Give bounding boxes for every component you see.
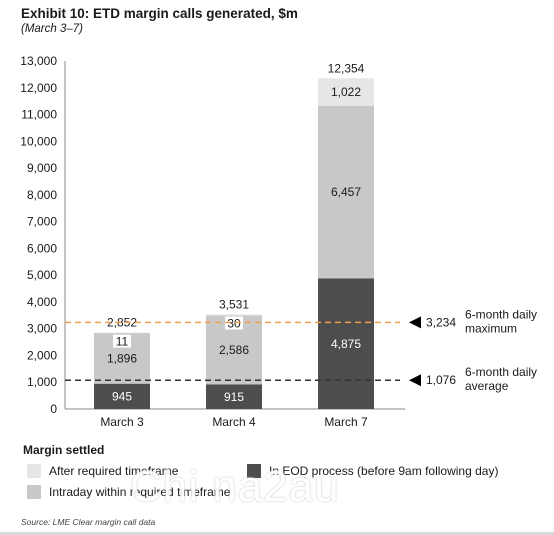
data-label: 1,022 bbox=[331, 85, 361, 99]
data-label: 1,896 bbox=[107, 351, 137, 365]
stacked-bar-chart: 0 1,000 2,000 3,000 4,000 5,000 6,000 7,000 8,00… bbox=[20, 54, 537, 429]
y-tick-label: 5,000 bbox=[27, 268, 57, 282]
legend-swatch-after-timeframe bbox=[27, 464, 41, 478]
y-tick-label: 3,000 bbox=[27, 322, 57, 336]
legend-label-after-timeframe: After required timeframe bbox=[49, 464, 179, 478]
data-label: 4,875 bbox=[331, 337, 361, 351]
reference-description-label: 6-month daily bbox=[465, 365, 537, 379]
reference-marker-arrow bbox=[409, 316, 421, 329]
total-label: 2,852 bbox=[107, 316, 137, 330]
watermark: Chi na2au bbox=[130, 462, 340, 511]
legend-label-eod: In EOD process (before 9am following day… bbox=[269, 464, 499, 478]
data-label: 30 bbox=[227, 316, 241, 330]
reference-description-label: 6-month daily bbox=[465, 307, 537, 321]
source-note: Source: LME Clear margin call data bbox=[21, 517, 156, 527]
x-tick-label: March 4 bbox=[212, 415, 256, 429]
chart-title: Exhibit 10: ETD margin calls generated, … bbox=[21, 6, 298, 21]
y-tick-label: 4,000 bbox=[27, 295, 57, 309]
bar-segment-after-timeframe bbox=[318, 78, 374, 106]
x-tick-label: March 7 bbox=[324, 415, 368, 429]
y-tick-label: 1,000 bbox=[27, 375, 57, 389]
bar-segment-intraday bbox=[318, 105, 374, 279]
legend-swatch-eod bbox=[247, 464, 261, 478]
legend-item-eod: In EOD process (before 9am following day… bbox=[247, 464, 498, 478]
bar-segment-after-timeframe bbox=[206, 314, 262, 316]
data-label-bg bbox=[225, 316, 243, 330]
y-tick-label: 10,000 bbox=[20, 134, 57, 148]
data-label-bg bbox=[113, 334, 131, 348]
reference-marker-arrow bbox=[409, 374, 421, 387]
y-tick-label: 2,000 bbox=[27, 348, 57, 362]
total-label: 12,354 bbox=[328, 61, 365, 75]
legend-swatch-intraday bbox=[27, 485, 41, 499]
bar-segment-eod bbox=[206, 384, 262, 409]
data-label: 2,586 bbox=[219, 343, 249, 357]
total-label: 3,531 bbox=[219, 297, 249, 311]
legend-item-intraday: Intraday within required timeframe bbox=[27, 485, 230, 499]
legend-item-after-timeframe: After required timeframe bbox=[27, 464, 178, 478]
y-tick-label: 0 bbox=[50, 402, 57, 416]
bar-segment-eod bbox=[318, 278, 374, 409]
reference-description-label: maximum bbox=[465, 321, 517, 335]
legend-label-intraday: Intraday within required timeframe bbox=[49, 485, 231, 499]
y-tick-label: 6,000 bbox=[27, 241, 57, 255]
y-tick-label: 11,000 bbox=[21, 108, 57, 122]
reference-value-label: 3,234 bbox=[426, 315, 456, 329]
bar-segment-eod bbox=[94, 383, 150, 409]
x-tick-label: March 3 bbox=[100, 415, 144, 429]
reference-value-label: 1,076 bbox=[426, 373, 456, 387]
data-label: 945 bbox=[112, 389, 132, 403]
y-tick-label: 7,000 bbox=[27, 215, 57, 229]
data-label: 11 bbox=[116, 335, 129, 349]
reference-description-label: average bbox=[465, 379, 509, 393]
y-tick-label: 8,000 bbox=[27, 188, 57, 202]
data-label: 6,457 bbox=[331, 185, 361, 199]
bottom-rule bbox=[0, 532, 554, 535]
legend-title: Margin settled bbox=[23, 443, 105, 457]
bar-segment-after-timeframe bbox=[94, 332, 150, 334]
y-tick-label: 9,000 bbox=[27, 161, 57, 175]
y-tick-label: 12,000 bbox=[20, 81, 57, 95]
data-label: 915 bbox=[224, 390, 244, 404]
y-tick-label: 13,000 bbox=[20, 54, 57, 68]
chart-subtitle: (March 3–7) bbox=[21, 23, 83, 35]
